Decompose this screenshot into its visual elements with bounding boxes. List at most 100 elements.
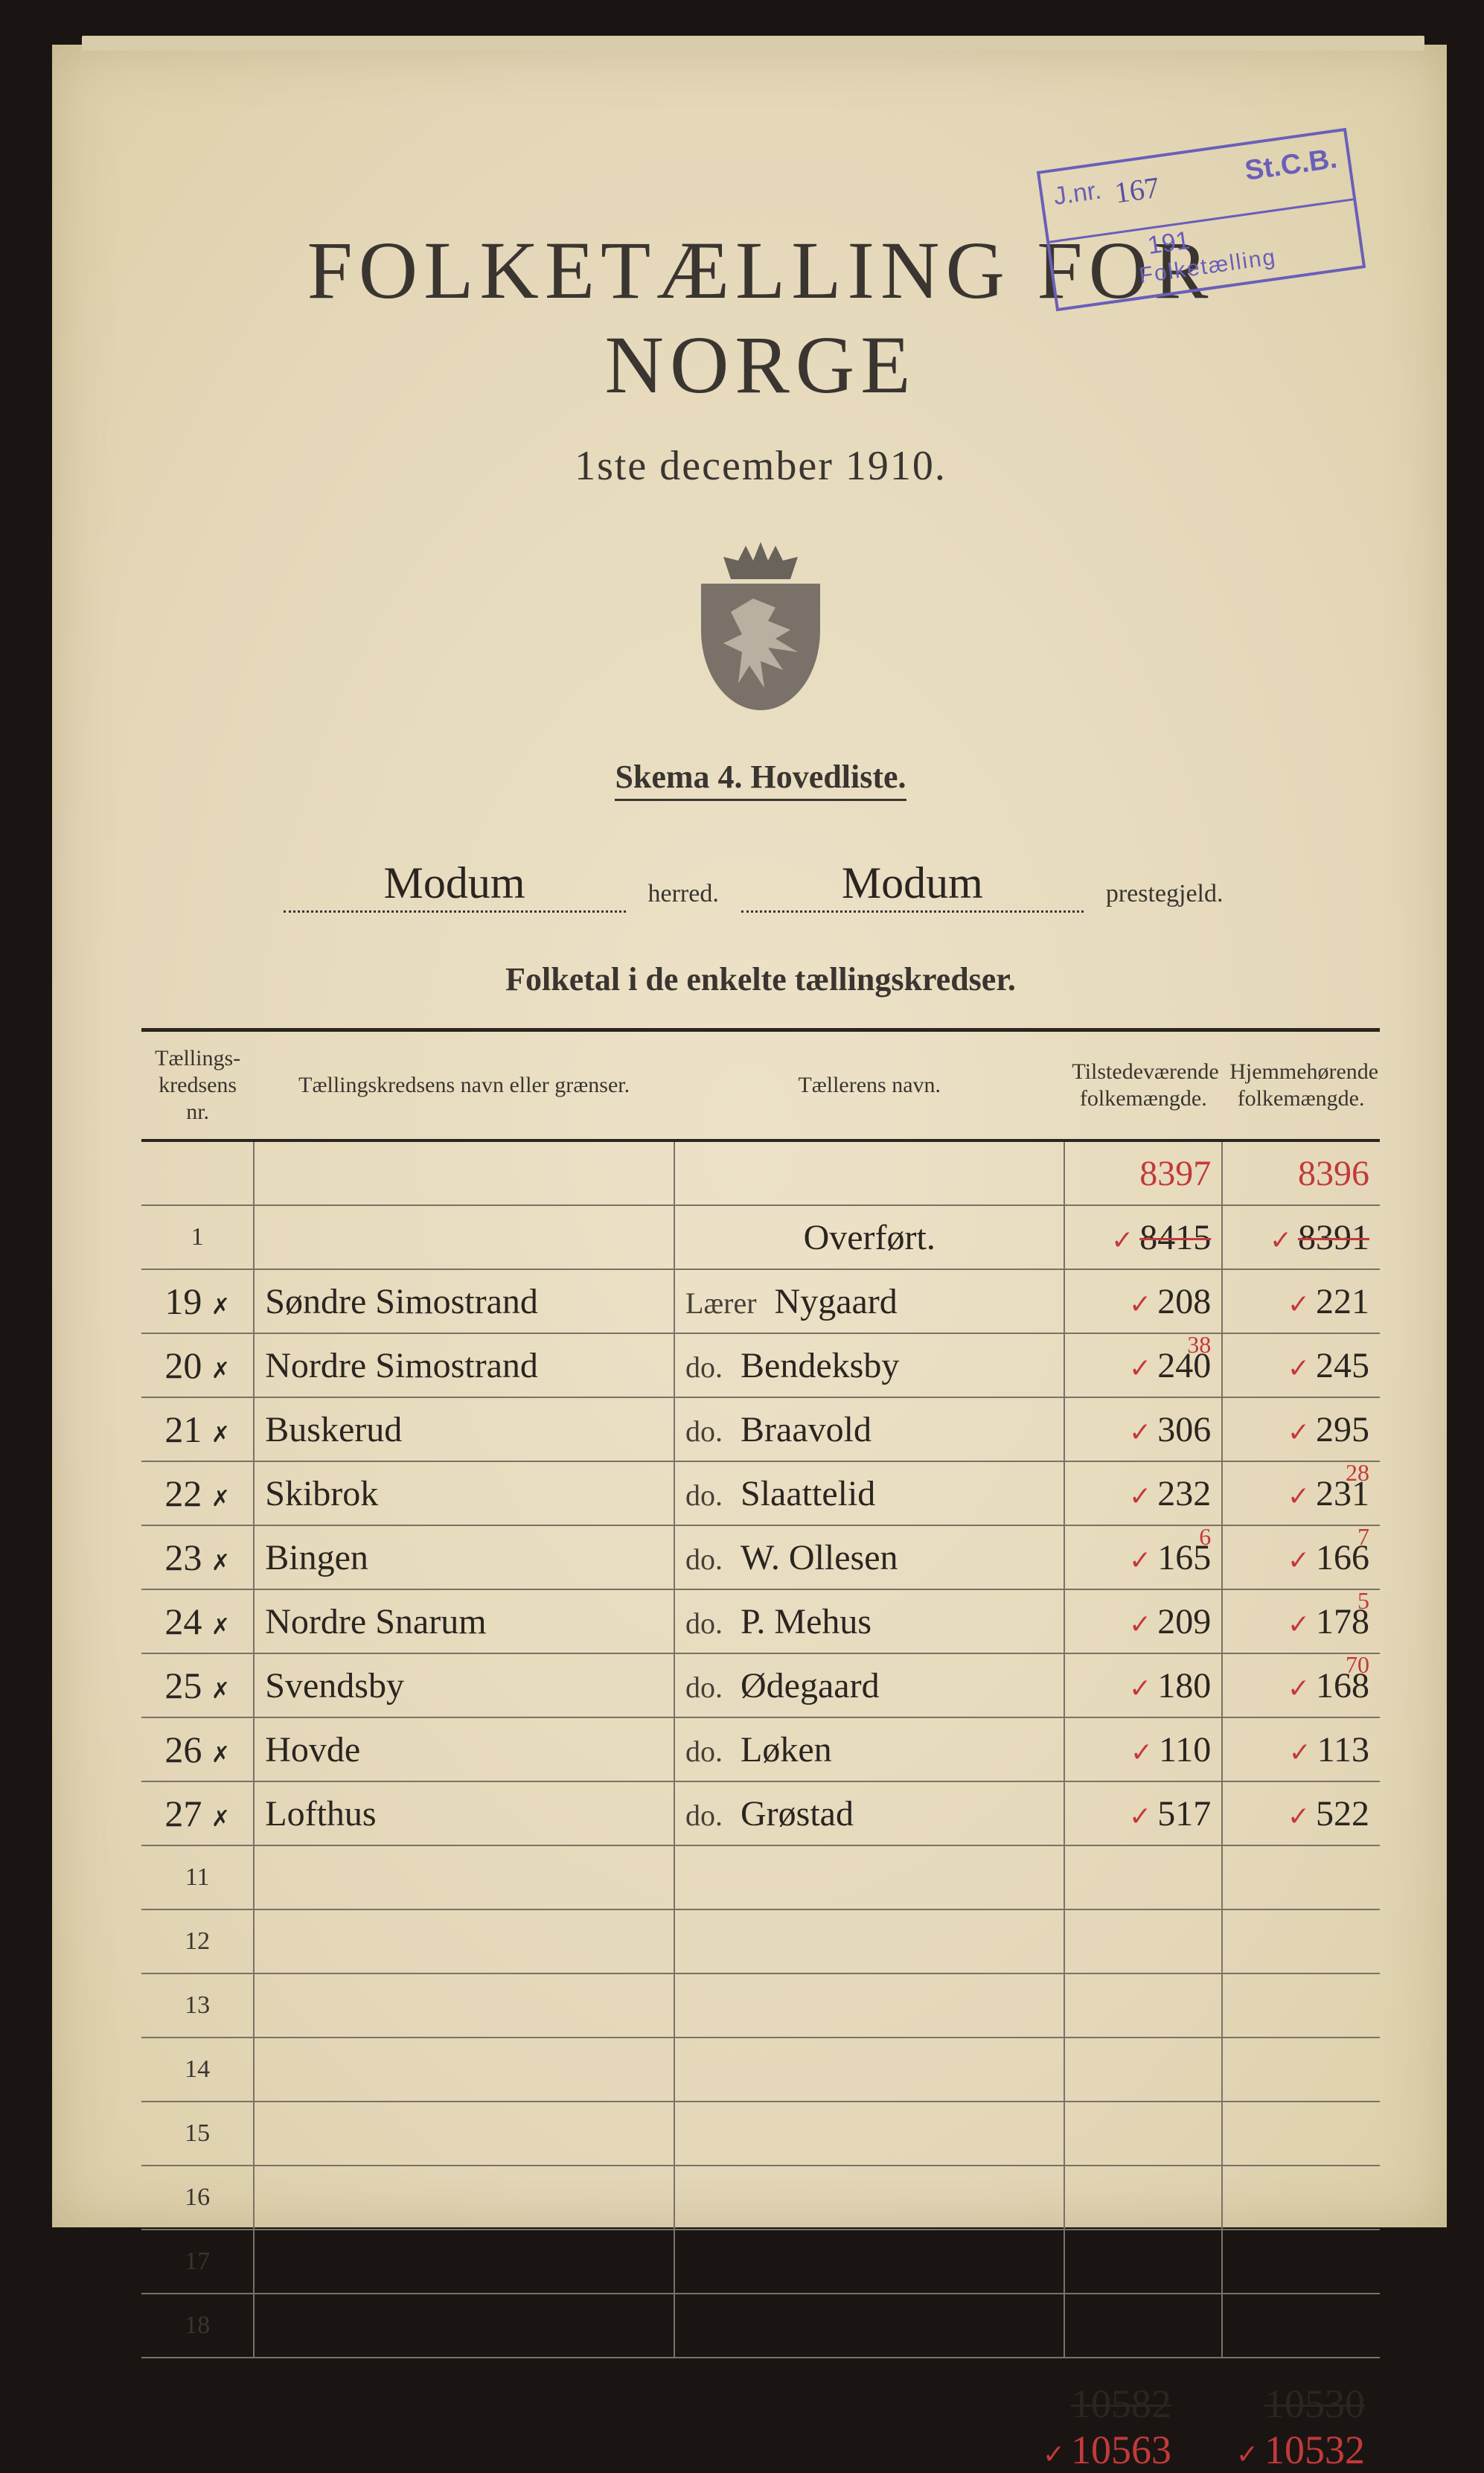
schema-heading: Skema 4. Hovedliste. — [141, 758, 1380, 801]
total-c4-red: ✓10563 — [1008, 2427, 1171, 2473]
row-tilstede: ✓180 — [1064, 1653, 1222, 1717]
row-kredsnavn: Lofthus — [254, 1781, 674, 1845]
row-taeller: do. P. Mehus — [674, 1589, 1064, 1653]
header-tilstede: Tilstedeværende folkemængde. — [1064, 1030, 1222, 1141]
table-row-empty: 14 — [141, 2038, 1380, 2102]
row-nr: 20 ✗ — [141, 1333, 254, 1397]
row-printed-nr: 16 — [141, 2166, 254, 2230]
overfort-c4: ✓8415 — [1064, 1205, 1222, 1269]
stamp-year: 191 — [1146, 226, 1192, 261]
document-paper: J.nr. 167 St.C.B. 191 Folketælling FOLKE… — [52, 45, 1447, 2227]
table-row: 20 ✗Nordre Simostranddo. Bendeksby✓24038… — [141, 1333, 1380, 1397]
row-nr: 19 ✗ — [141, 1269, 254, 1333]
row-kredsnavn: Søndre Simostrand — [254, 1269, 674, 1333]
table-row-empty: 17 — [141, 2230, 1380, 2294]
stamp-number: 167 — [1113, 170, 1162, 211]
row-taeller: do. Braavold — [674, 1397, 1064, 1461]
row-printed-nr: 12 — [141, 1909, 254, 1973]
row-nr: 21 ✗ — [141, 1397, 254, 1461]
row-printed-nr: 18 — [141, 2294, 254, 2358]
row-hjemme: ✓221 — [1222, 1269, 1380, 1333]
row-kredsnavn: Svendsby — [254, 1653, 674, 1717]
row-taeller: do. Ødegaard — [674, 1653, 1064, 1717]
row-hjemme: ✓295 — [1222, 1397, 1380, 1461]
crown-icon — [723, 542, 798, 579]
table-row: 24 ✗Nordre Snarumdo. P. Mehus✓209✓1785 — [141, 1589, 1380, 1653]
scan-frame: J.nr. 167 St.C.B. 191 Folketælling FOLKE… — [0, 0, 1484, 2287]
herred-line: Modum herred. Modum prestegjeld. — [141, 853, 1380, 908]
row-tilstede: ✓110 — [1064, 1717, 1222, 1781]
row-printed-nr: 13 — [141, 1973, 254, 2038]
totals-block: 10582 ✓10563 10530 ✓10532 — [141, 2381, 1380, 2473]
total-c4-black: 10582 — [1008, 2381, 1171, 2427]
header-kredsnr: Tællings- kredsens nr. — [141, 1030, 254, 1141]
row-taeller: do. Grøstad — [674, 1781, 1064, 1845]
row-kredsnavn: Bingen — [254, 1525, 674, 1589]
census-table: Tællings- kredsens nr. Tællingskredsens … — [141, 1028, 1380, 2358]
row-tilstede: ✓517 — [1064, 1781, 1222, 1845]
row-nr: 25 ✗ — [141, 1653, 254, 1717]
row-kredsnavn: Skibrok — [254, 1461, 674, 1525]
document-subtitle: 1ste december 1910. — [141, 442, 1380, 490]
row-printed-nr: 11 — [141, 1845, 254, 1909]
prestegjeld-label: prestegjeld. — [1091, 880, 1238, 908]
row-printed-nr: 15 — [141, 2102, 254, 2166]
table-row-empty: 15 — [141, 2102, 1380, 2166]
row-taeller: do. Bendeksby — [674, 1333, 1064, 1397]
row-kredsnavn: Nordre Snarum — [254, 1589, 674, 1653]
table-row: 26 ✗Hovdedo. Løken✓110✓113 — [141, 1717, 1380, 1781]
row-kredsnavn: Buskerud — [254, 1397, 674, 1461]
row-tilstede: ✓1656 — [1064, 1525, 1222, 1589]
header-hjemme: Hjemmehørende folkemængde. — [1222, 1030, 1380, 1141]
herred-field: Modum — [284, 858, 626, 913]
row-tilstede: ✓232 — [1064, 1461, 1222, 1525]
schema-label: Skema 4. Hovedliste. — [615, 758, 906, 801]
row-hjemme: ✓1785 — [1222, 1589, 1380, 1653]
stamp-sgcb: St.C.B. — [1243, 143, 1339, 188]
table-row-empty: 13 — [141, 1973, 1380, 2038]
coat-of-arms — [694, 542, 828, 713]
row-printed-nr: 1 — [141, 1205, 254, 1269]
row-hjemme: ✓113 — [1222, 1717, 1380, 1781]
row-tilstede: ✓306 — [1064, 1397, 1222, 1461]
row-tilstede: ✓209 — [1064, 1589, 1222, 1653]
red-header-c4: 8397 — [1064, 1140, 1222, 1205]
row-nr: 27 ✗ — [141, 1781, 254, 1845]
row-nr: 22 ✗ — [141, 1461, 254, 1525]
red-header-c5: 8396 — [1222, 1140, 1380, 1205]
table-row-empty: 11 — [141, 1845, 1380, 1909]
herred-label: herred. — [633, 880, 734, 908]
row-tilstede: ✓24038 — [1064, 1333, 1222, 1397]
row-hjemme: ✓245 — [1222, 1333, 1380, 1397]
row-taeller: Lærer Nygaard — [674, 1269, 1064, 1333]
total-c5-black: 10530 — [1201, 2381, 1365, 2427]
red-correction-header: 83978396 — [141, 1140, 1380, 1205]
row-printed-nr: 14 — [141, 2038, 254, 2102]
row-hjemme: ✓522 — [1222, 1781, 1380, 1845]
row-hjemme: ✓16870 — [1222, 1653, 1380, 1717]
shield-icon — [701, 584, 820, 710]
row-printed-nr: 17 — [141, 2230, 254, 2294]
table-row: 25 ✗Svendsbydo. Ødegaard✓180✓16870 — [141, 1653, 1380, 1717]
row-kredsnavn: Nordre Simostrand — [254, 1333, 674, 1397]
header-taeller: Tællerens navn. — [674, 1030, 1064, 1141]
row-hjemme: ✓23128 — [1222, 1461, 1380, 1525]
row-nr: 24 ✗ — [141, 1589, 254, 1653]
overfort-c5: ✓8391 — [1222, 1205, 1380, 1269]
table-row-empty: 16 — [141, 2166, 1380, 2230]
table-row: 19 ✗Søndre SimostrandLærer Nygaard✓208✓2… — [141, 1269, 1380, 1333]
row-taeller: do. Løken — [674, 1717, 1064, 1781]
row-nr: 26 ✗ — [141, 1717, 254, 1781]
row-taeller: do. Slaattelid — [674, 1461, 1064, 1525]
stamp-jnr-label: J.nr. — [1052, 176, 1103, 212]
header-kredsnavn: Tællingskredsens navn eller grænser. — [254, 1030, 674, 1141]
table-row: 21 ✗Buskeruddo. Braavold✓306✓295 — [141, 1397, 1380, 1461]
page-edge — [82, 36, 1424, 51]
table-row: 22 ✗Skibrokdo. Slaattelid✓232✓23128 — [141, 1461, 1380, 1525]
table-row: 27 ✗Lofthusdo. Grøstad✓517✓522 — [141, 1781, 1380, 1845]
section-label: Folketal i de enkelte tællingskredser. — [141, 960, 1380, 998]
table-row-empty: 12 — [141, 1909, 1380, 1973]
row-hjemme: ✓1667 — [1222, 1525, 1380, 1589]
total-c5-red: ✓10532 — [1201, 2427, 1365, 2473]
row-nr: 23 ✗ — [141, 1525, 254, 1589]
